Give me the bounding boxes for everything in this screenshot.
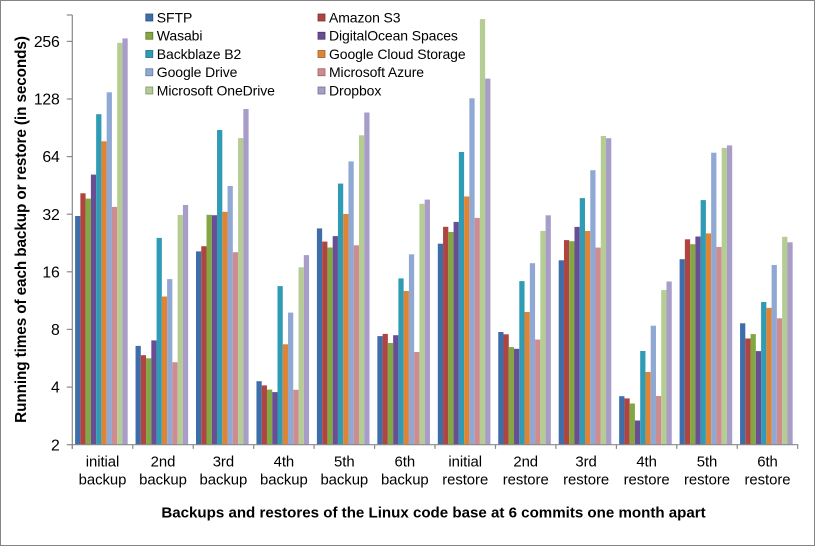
svg-text:2nd: 2nd	[513, 455, 538, 471]
svg-text:3rd: 3rd	[575, 455, 596, 471]
svg-text:backup: backup	[381, 472, 429, 488]
svg-text:4th: 4th	[636, 455, 657, 471]
svg-text:backup: backup	[139, 472, 187, 488]
svg-text:restore: restore	[745, 472, 791, 488]
svg-text:256: 256	[34, 34, 60, 51]
svg-text:2nd: 2nd	[151, 455, 176, 471]
svg-text:Running times of each backup o: Running times of each backup or restore …	[13, 36, 30, 423]
svg-text:32: 32	[42, 207, 59, 224]
svg-text:restore: restore	[503, 472, 549, 488]
svg-text:backup: backup	[260, 472, 308, 488]
svg-text:Google Cloud Storage: Google Cloud Storage	[329, 46, 466, 62]
svg-text:restore: restore	[563, 472, 609, 488]
svg-text:2: 2	[51, 437, 60, 454]
svg-text:6th: 6th	[395, 455, 416, 471]
svg-text:DigitalOcean Spaces: DigitalOcean Spaces	[329, 28, 458, 44]
svg-text:Google Drive: Google Drive	[157, 64, 238, 80]
svg-text:64: 64	[42, 149, 60, 166]
svg-text:4th: 4th	[274, 455, 295, 471]
svg-text:restore: restore	[442, 472, 488, 488]
svg-text:8: 8	[51, 322, 60, 339]
svg-text:initial: initial	[86, 455, 120, 471]
svg-text:backup: backup	[79, 472, 127, 488]
svg-text:Backups and restores of the Li: Backups and restores of the Linux code b…	[161, 505, 705, 522]
svg-text:backup: backup	[320, 472, 368, 488]
svg-text:Wasabi: Wasabi	[157, 28, 203, 44]
svg-text:SFTP: SFTP	[157, 9, 192, 25]
svg-text:5th: 5th	[334, 455, 355, 471]
svg-text:restore: restore	[624, 472, 670, 488]
svg-text:initial: initial	[448, 455, 482, 471]
svg-text:4: 4	[51, 380, 60, 397]
svg-text:5th: 5th	[697, 455, 718, 471]
svg-text:Backblaze B2: Backblaze B2	[157, 46, 242, 62]
svg-text:Amazon S3: Amazon S3	[329, 9, 401, 25]
svg-text:backup: backup	[200, 472, 248, 488]
svg-text:16: 16	[42, 264, 60, 281]
svg-text:3rd: 3rd	[213, 455, 234, 471]
svg-text:Microsoft OneDrive: Microsoft OneDrive	[157, 82, 275, 98]
svg-text:restore: restore	[684, 472, 730, 488]
svg-text:Microsoft Azure: Microsoft Azure	[329, 64, 424, 80]
svg-text:128: 128	[34, 92, 60, 109]
svg-text:6th: 6th	[757, 455, 778, 471]
svg-text:Dropbox: Dropbox	[329, 82, 381, 98]
